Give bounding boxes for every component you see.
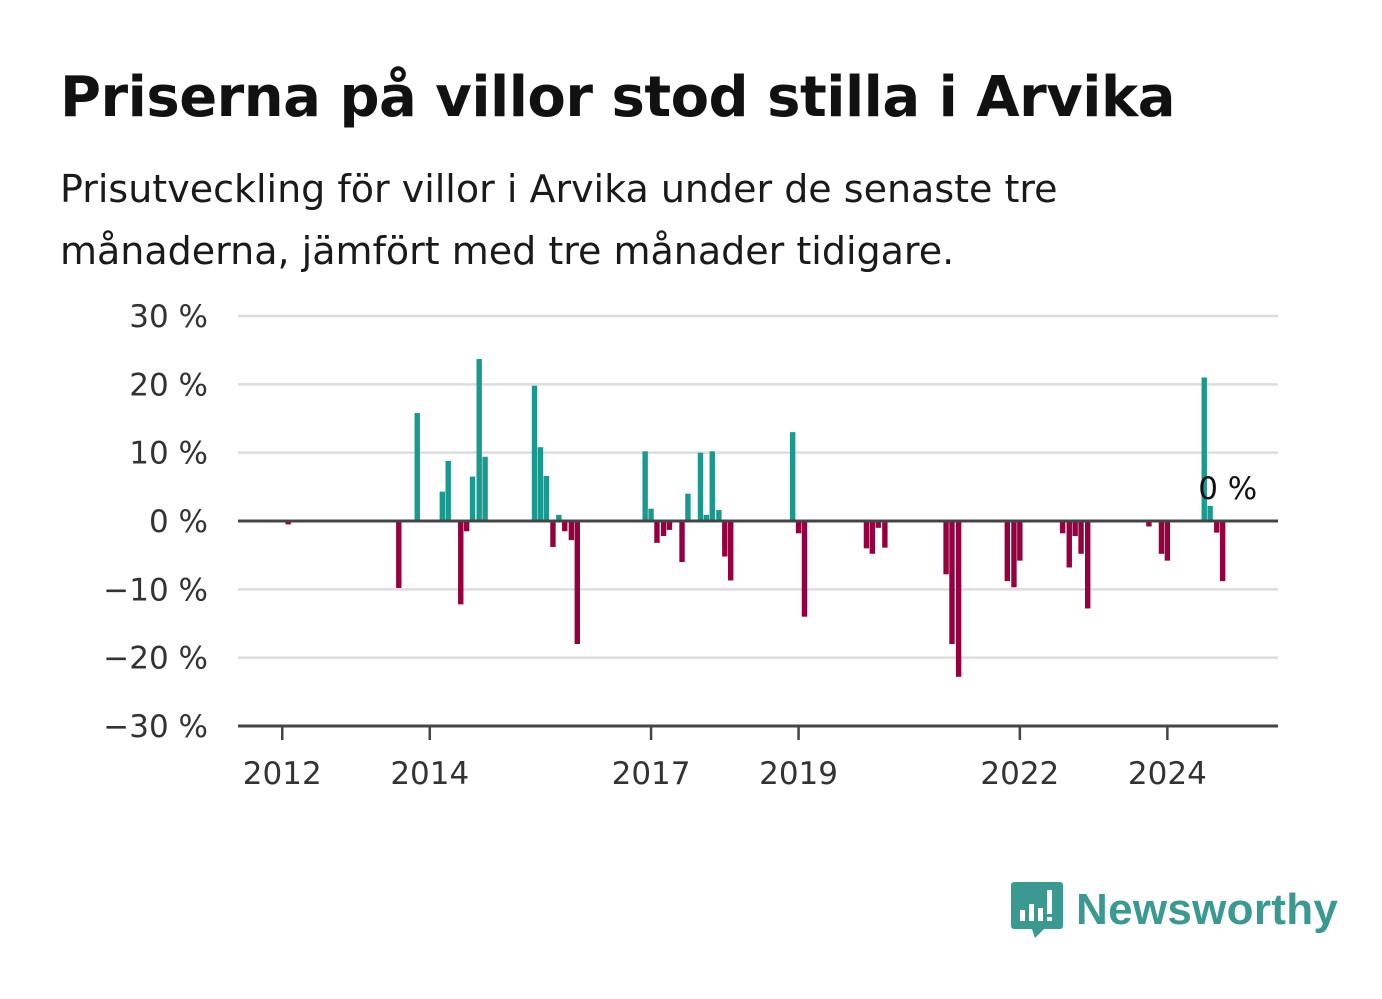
y-tick-label: 0 % [149,504,208,540]
bar-negative [666,521,673,530]
y-tick-label: 20 % [129,367,208,403]
bar-negative [458,521,464,605]
bar-positive [1207,505,1213,521]
bar-positive [789,432,796,521]
bar-negative [654,521,660,543]
last-value-label: 0 % [1198,471,1257,507]
bar-positive [716,510,722,521]
bar-negative [1158,521,1165,554]
bar-negative [1011,521,1017,588]
bar-positive [439,491,446,521]
y-tick-label: 30 % [129,299,208,335]
y-tick-label: −10 % [103,572,208,608]
bar-positive [697,452,704,521]
x-tick-label: 2017 [612,756,691,792]
bar-negative [660,521,667,537]
bar-positive [543,475,550,521]
bar-positive [556,514,562,521]
bar-negative [949,521,955,644]
bar-negative [550,521,556,547]
x-tick-label: 2014 [390,756,469,792]
bar-negative [1059,521,1066,534]
bar-negative [1017,521,1023,561]
bar-negative [722,521,728,557]
tick-labels: 30 % 20 % 10 % 0 % −10 % −20 % −30 % 2012 2014 20… [103,299,1257,792]
bar-negative [1085,521,1091,609]
bars [285,359,1226,677]
bar-negative [955,521,962,677]
bar-negative [562,521,568,532]
x-tick-label: 2012 [243,756,322,792]
bar-positive [685,493,691,521]
bar-negative [1146,521,1152,527]
axes [238,519,1278,740]
bar-positive [703,514,710,521]
bar-positive [531,385,538,521]
newsworthy-logo: Newsworthy [1010,880,1338,940]
bar-negative [943,521,949,575]
bar-negative [875,521,881,528]
y-tick-label: −30 % [103,709,208,745]
x-tick-label: 2024 [1128,756,1207,792]
bar-positive [445,460,451,521]
bar-positive [414,413,420,521]
bar-negative [1072,521,1078,537]
bar-positive [482,456,488,521]
bar-positive [476,359,482,521]
x-tick-label: 2022 [980,756,1059,792]
bar-negative [882,521,888,548]
bar-negative [1219,521,1226,582]
bar-positive [537,447,544,521]
bar-positive [1201,377,1207,521]
bar-negative [801,521,808,617]
bar-negative [463,521,470,532]
bar-positive [469,476,476,521]
bar-positive [642,451,648,521]
bar-negative [1164,521,1171,561]
bar-negative [728,521,734,581]
chart-title: Priserna på villor stod stilla i Arvika [60,65,1176,130]
grid-lines [238,314,1278,659]
chart-subtitle: Prisutveckling för villor i Arvika under… [60,167,1058,273]
brand-name: Newsworthy [1076,885,1339,934]
bar-negative [679,521,685,562]
bar-negative [1214,521,1220,533]
y-tick-label: 10 % [129,436,208,472]
bar-negative [1004,521,1011,582]
bar-negative [1078,521,1084,554]
bar-positive [648,508,654,521]
bar-negative [574,521,580,644]
bar-negative [869,521,876,554]
bar-negative [795,521,802,534]
bar-negative [568,521,575,541]
bar-negative [285,521,291,525]
bar-negative [396,521,402,588]
x-tick-label: 2019 [759,756,838,792]
bar-negative [863,521,870,549]
bar-chart-speech-bubble-icon [1011,882,1063,938]
bar-negative [1066,521,1072,568]
bar-positive [709,451,715,521]
y-tick-label: −20 % [103,641,208,677]
